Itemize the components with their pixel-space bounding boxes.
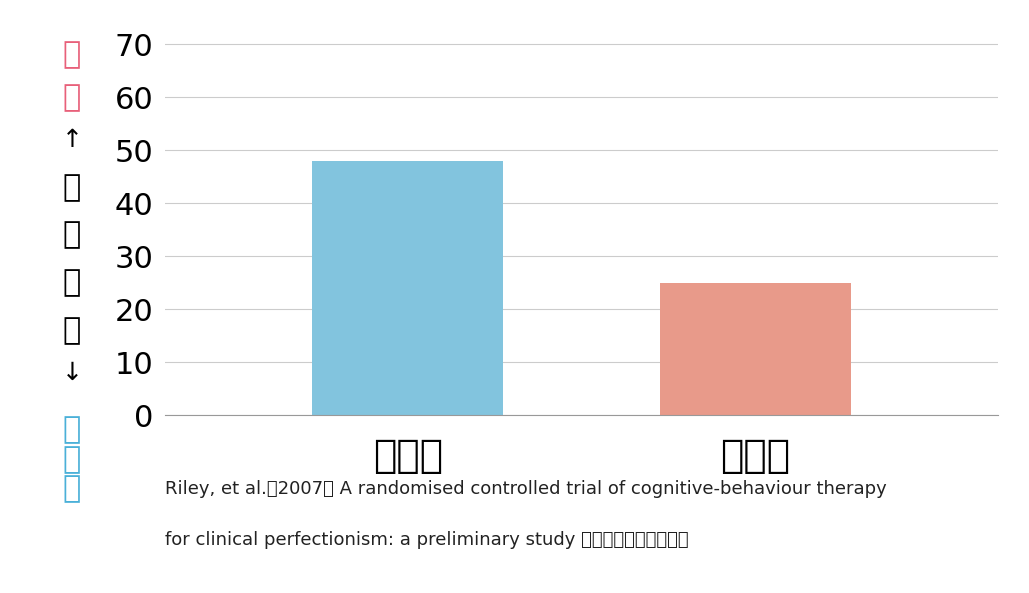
Text: 全: 全 xyxy=(63,221,81,250)
Bar xyxy=(660,283,851,415)
Text: ↑: ↑ xyxy=(62,127,82,152)
Text: い: い xyxy=(63,83,81,111)
Text: Riley, et al.（2007） A randomised controlled trial of cognitive-behaviour therapy: Riley, et al.（2007） A randomised control… xyxy=(165,480,886,498)
Text: 完: 完 xyxy=(63,173,81,202)
Text: 多: 多 xyxy=(63,40,81,69)
Text: な: な xyxy=(63,445,81,474)
Text: for clinical perfectionism: a preliminary study より一部編成して掲載: for clinical perfectionism: a preliminar… xyxy=(165,531,688,549)
Text: い: い xyxy=(63,474,81,503)
Text: 少: 少 xyxy=(63,415,81,444)
Bar xyxy=(312,161,503,415)
Text: ↓: ↓ xyxy=(62,361,82,385)
Text: 主: 主 xyxy=(63,268,81,297)
Text: 義: 義 xyxy=(63,316,81,345)
